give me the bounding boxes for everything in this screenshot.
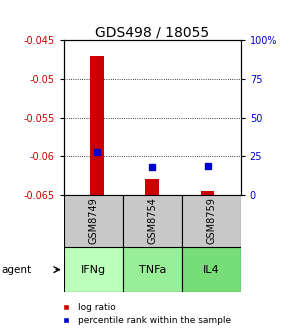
Legend: log ratio, percentile rank within the sample: log ratio, percentile rank within the sa…: [54, 299, 235, 329]
Bar: [182, 195, 241, 247]
Text: IL4: IL4: [203, 265, 220, 275]
Bar: [145, 179, 159, 195]
Bar: [201, 191, 214, 195]
Bar: [64, 195, 123, 247]
Title: GDS498 / 18055: GDS498 / 18055: [95, 25, 209, 39]
Bar: [123, 247, 182, 292]
Text: GSM8759: GSM8759: [206, 198, 216, 244]
Bar: [64, 247, 123, 292]
Bar: [182, 247, 241, 292]
Text: GSM8749: GSM8749: [88, 198, 98, 244]
Text: agent: agent: [1, 265, 31, 275]
Text: GSM8754: GSM8754: [147, 198, 157, 244]
Bar: [90, 56, 104, 195]
Text: IFNg: IFNg: [81, 265, 106, 275]
Text: TNFa: TNFa: [139, 265, 166, 275]
Bar: [123, 195, 182, 247]
